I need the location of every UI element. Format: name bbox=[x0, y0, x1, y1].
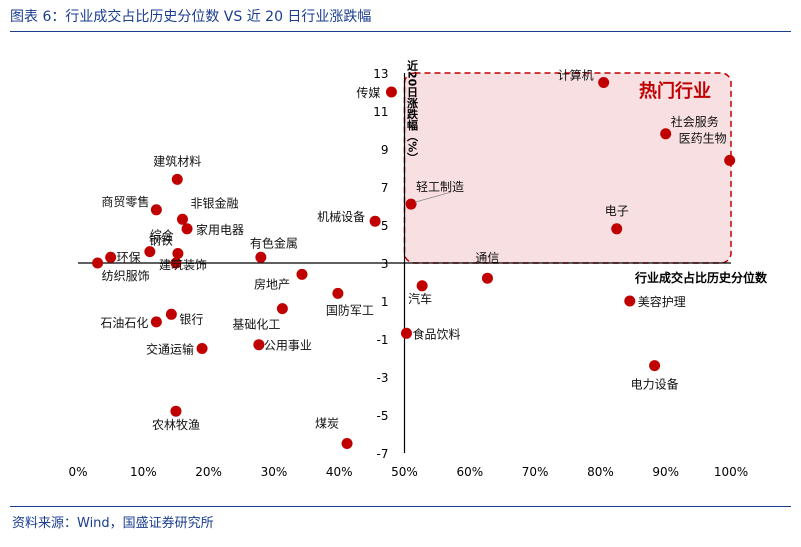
y-tick-label: -1 bbox=[377, 333, 389, 347]
point-label: 钢铁 bbox=[149, 234, 173, 248]
y-tick-label: -7 bbox=[377, 447, 389, 461]
x-tick-label: 0% bbox=[68, 465, 87, 479]
point-label: 综合 bbox=[150, 228, 174, 243]
data-point bbox=[332, 287, 344, 299]
data-point bbox=[150, 316, 162, 328]
point-label: 纺织服饰 bbox=[102, 269, 150, 283]
data-point bbox=[724, 154, 736, 166]
x-tick-label: 90% bbox=[652, 465, 679, 479]
point-label: 建筑材料 bbox=[153, 153, 201, 168]
point-label: 公用事业 bbox=[264, 339, 312, 353]
x-axis-title: 行业成交占比历史分位数 bbox=[634, 270, 768, 285]
point-label: 机械设备 bbox=[317, 209, 365, 224]
point-label: 环保 bbox=[117, 250, 141, 264]
point-label: 国防军工 bbox=[326, 302, 374, 317]
point-label: 有色金属 bbox=[250, 235, 298, 250]
x-tick-label: 30% bbox=[261, 465, 288, 479]
point-label: 电力设备 bbox=[631, 378, 679, 392]
point-label: 医药生物 bbox=[679, 131, 727, 145]
point-label: 农林牧渔 bbox=[152, 418, 200, 432]
data-point bbox=[341, 438, 353, 449]
point-label: 非银金融 bbox=[190, 195, 238, 210]
x-tick-label: 60% bbox=[456, 465, 483, 479]
data-point bbox=[181, 223, 193, 235]
point-label: 煤炭 bbox=[315, 417, 339, 431]
x-tick-label: 80% bbox=[587, 465, 614, 479]
x-tick-label: 70% bbox=[522, 465, 549, 479]
x-tick-label: 40% bbox=[326, 465, 353, 479]
x-tick-label: 50% bbox=[391, 465, 418, 479]
y-tick-label: 5 bbox=[381, 219, 389, 233]
point-label: 计算机 bbox=[558, 68, 594, 83]
label-leader-line bbox=[414, 191, 452, 203]
point-label: 轻工制造 bbox=[416, 180, 464, 194]
data-point bbox=[172, 248, 184, 259]
data-point bbox=[598, 77, 610, 88]
source-rule bbox=[10, 506, 791, 507]
data-point bbox=[105, 251, 117, 263]
y-tick-label: 3 bbox=[381, 257, 389, 271]
data-point bbox=[416, 280, 428, 292]
data-point bbox=[171, 173, 183, 185]
data-point bbox=[400, 327, 412, 339]
point-label: 电子 bbox=[605, 204, 629, 218]
point-label: 汽车 bbox=[408, 291, 432, 306]
point-label: 家用电器 bbox=[196, 222, 244, 237]
figure-title: 图表 6：行业成交占比历史分位数 VS 近 20 日行业涨跌幅 bbox=[10, 9, 372, 25]
data-point bbox=[611, 223, 623, 235]
source-note: 资料来源：Wind，国盛证券研究所 bbox=[12, 516, 214, 531]
y-axis-title: 近20日涨跌幅（%） bbox=[406, 59, 420, 164]
y-tick-label: 11 bbox=[373, 105, 388, 119]
point-label: 食品饮料 bbox=[412, 326, 460, 341]
data-point bbox=[385, 86, 397, 98]
title-rule bbox=[10, 31, 791, 32]
point-label: 美容护理 bbox=[638, 294, 686, 309]
data-point bbox=[255, 251, 267, 263]
data-point bbox=[369, 215, 381, 227]
x-tick-label: 20% bbox=[195, 465, 222, 479]
point-label: 通信 bbox=[475, 251, 499, 265]
data-point bbox=[660, 128, 672, 140]
y-tick-label: 1 bbox=[381, 295, 389, 309]
y-tick-label: 13 bbox=[373, 67, 388, 81]
point-label: 建筑装饰 bbox=[159, 257, 207, 272]
data-point bbox=[405, 198, 417, 210]
point-label: 基础化工 bbox=[232, 318, 280, 332]
data-point bbox=[92, 257, 104, 269]
point-label: 传媒 bbox=[356, 85, 380, 100]
hot-zone-label: 热门行业 bbox=[639, 80, 711, 102]
data-point bbox=[150, 204, 162, 216]
data-point bbox=[296, 268, 308, 280]
data-point bbox=[176, 213, 188, 225]
data-point bbox=[649, 360, 661, 372]
point-label: 交通运输 bbox=[146, 342, 194, 357]
data-point bbox=[170, 257, 182, 269]
y-tick-label: 7 bbox=[381, 181, 389, 195]
y-tick-label: 9 bbox=[381, 143, 389, 157]
data-point bbox=[624, 295, 636, 307]
data-point bbox=[253, 339, 265, 351]
data-point bbox=[170, 405, 182, 417]
point-label: 银行 bbox=[179, 312, 203, 326]
data-point bbox=[165, 308, 177, 320]
x-tick-label: 100% bbox=[714, 465, 748, 479]
point-label: 石油石化 bbox=[100, 316, 148, 330]
point-label: 社会服务 bbox=[671, 114, 719, 129]
data-point bbox=[144, 246, 156, 258]
x-tick-label: 10% bbox=[130, 465, 157, 479]
point-label: 房地产 bbox=[254, 276, 290, 291]
y-tick-label: -3 bbox=[377, 371, 389, 385]
point-label: 商贸零售 bbox=[101, 194, 149, 209]
y-tick-label: -5 bbox=[377, 409, 389, 423]
data-point bbox=[276, 303, 288, 315]
data-point bbox=[196, 343, 208, 354]
data-point bbox=[481, 272, 493, 284]
